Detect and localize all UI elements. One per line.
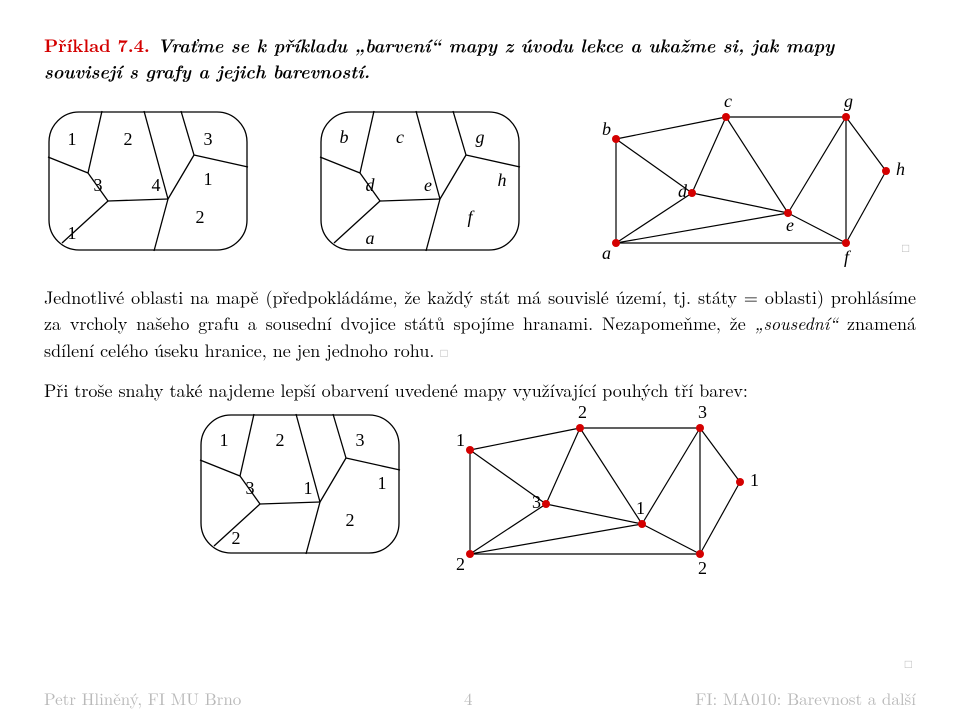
svg-text:3: 3 — [204, 129, 213, 149]
map-colored-3: 1 2 3 3 1 1 2 2 — [200, 414, 400, 554]
svg-text:a: a — [366, 228, 375, 248]
svg-text:3: 3 — [356, 430, 365, 450]
svg-text:d: d — [678, 181, 688, 201]
svg-text:2: 2 — [698, 558, 707, 578]
svg-text:e: e — [424, 175, 432, 195]
example-text-a: Vraťme se k příkladu „barvení“ mapy z úv… — [150, 31, 834, 58]
svg-text:2: 2 — [276, 430, 285, 450]
svg-text:d: d — [366, 175, 376, 195]
figure-row-1: 1 2 3 3 4 1 2 1 b c g d e h f a a b c d e f g h □ — [44, 101, 916, 271]
para2-text: Při troše snahy také najdeme lepší obarv… — [44, 378, 748, 403]
svg-text:1: 1 — [204, 169, 213, 189]
svg-text:e: e — [786, 215, 794, 235]
svg-text:f: f — [844, 247, 852, 267]
svg-text:1: 1 — [456, 430, 465, 450]
svg-text:3: 3 — [246, 478, 255, 498]
example-heading: Příklad 7.4. Vraťme se k příkladu „barve… — [44, 32, 916, 58]
figure-row-2: 1 2 3 3 1 1 2 2 2 1 2 3 1 2 3 1 — [44, 414, 916, 599]
svg-text:3: 3 — [94, 175, 103, 195]
end-marker-icon: □ — [440, 344, 447, 361]
page-root: Příklad 7.4. Vraťme se k příkladu „barve… — [0, 0, 960, 720]
svg-text:2: 2 — [124, 129, 133, 149]
svg-text:1: 1 — [636, 498, 645, 518]
svg-text:h: h — [498, 170, 507, 190]
svg-text:2: 2 — [578, 402, 587, 422]
footer-left: Petr Hliněný, FI MU Brno — [44, 686, 241, 710]
svg-text:g: g — [476, 127, 485, 147]
paragraph-better: Při troše snahy také najdeme lepší obarv… — [44, 378, 916, 404]
map-colored-4: 1 2 3 3 4 1 2 1 — [48, 111, 248, 251]
para1-quote: „sousední“ — [755, 311, 838, 336]
svg-text:c: c — [396, 127, 404, 147]
svg-text:1: 1 — [378, 473, 387, 493]
svg-text:1: 1 — [220, 430, 229, 450]
graph-lettered: abcdefgh — [596, 103, 906, 283]
svg-text:2: 2 — [196, 207, 205, 227]
map-lettered: b c g d e h f a — [320, 111, 520, 251]
svg-text:b: b — [340, 127, 349, 147]
svg-text:b: b — [602, 119, 611, 139]
svg-text:a: a — [602, 243, 611, 263]
svg-text:3: 3 — [698, 402, 707, 422]
svg-text:h: h — [896, 159, 905, 179]
svg-text:f: f — [467, 207, 475, 227]
example-number: Příklad 7.4. — [44, 33, 150, 58]
footer-right: FI: MA010: Barevnost a další — [695, 686, 916, 710]
svg-text:2: 2 — [456, 554, 465, 574]
footer-page-number: 4 — [464, 686, 473, 710]
svg-text:g: g — [844, 91, 853, 111]
end-marker-icon: □ — [902, 239, 909, 256]
paragraph-regions: Jednotlivé oblasti na mapě (předpokládám… — [44, 285, 916, 363]
example-text-b: souvisejí s grafy a jejich barevností. — [44, 58, 916, 83]
svg-text:3: 3 — [532, 492, 541, 512]
svg-text:1: 1 — [750, 470, 759, 490]
svg-text:1: 1 — [68, 129, 77, 149]
svg-text:1: 1 — [68, 223, 77, 243]
end-marker-icon: □ — [905, 655, 912, 672]
svg-text:2: 2 — [346, 510, 355, 530]
graph-colored: 21231231 — [450, 414, 760, 594]
svg-text:2: 2 — [232, 528, 241, 548]
svg-text:c: c — [724, 91, 732, 111]
page-footer: Petr Hliněný, FI MU Brno 4 FI: MA010: Ba… — [44, 686, 916, 710]
svg-text:1: 1 — [304, 478, 313, 498]
svg-text:4: 4 — [152, 175, 161, 195]
